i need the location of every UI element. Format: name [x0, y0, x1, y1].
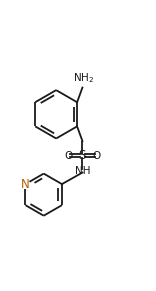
Text: N: N [21, 178, 30, 191]
Text: O: O [65, 151, 73, 161]
Text: NH: NH [75, 166, 90, 176]
Text: S: S [79, 149, 86, 162]
Text: O: O [92, 151, 100, 161]
Text: NH$_2$: NH$_2$ [73, 71, 94, 85]
